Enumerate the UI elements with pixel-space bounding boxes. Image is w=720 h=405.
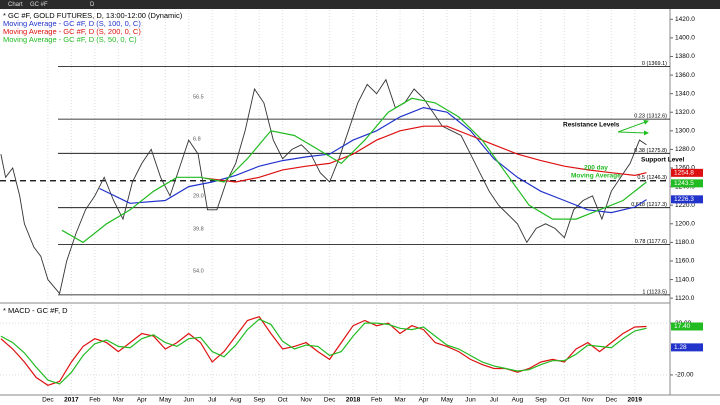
- y-tick-label: 1200.0: [675, 221, 695, 228]
- y-tick-label: 1360.0: [675, 72, 695, 79]
- side-label: 29.0: [193, 193, 204, 199]
- series-line: [205, 125, 647, 183]
- series-line: [0, 78, 647, 295]
- badge-label: 1243.5: [674, 180, 694, 187]
- x-tick-label: Apr: [137, 397, 148, 404]
- x-tick-label: Aug: [230, 397, 242, 404]
- y-tick-label: 1420.0: [675, 16, 695, 23]
- x-tick-label: Aug: [512, 397, 524, 404]
- legend-entry: Moving Average - GC #F, D (S, 50, 0, C): [3, 35, 137, 44]
- toolbar-item[interactable]: GC #F: [30, 2, 48, 8]
- price-badge: [671, 179, 703, 188]
- arrow: [617, 120, 649, 133]
- x-tick-label: May: [441, 397, 454, 404]
- badge-label: 17.40: [674, 323, 691, 330]
- panel-title: * MACD - GC #F, D: [3, 306, 68, 315]
- toolbar-item[interactable]: Chart: [8, 2, 23, 8]
- y-tick-label: 1300.0: [675, 128, 695, 135]
- y-tick-label: -20.00: [675, 372, 694, 379]
- y-tick-label: 1160.0: [675, 258, 695, 265]
- y-tick-label: 1320.0: [675, 109, 695, 116]
- badge-label: 1.28: [674, 344, 687, 351]
- x-tick-label: Oct: [559, 397, 569, 404]
- badge-label: 1254.8: [674, 170, 694, 177]
- x-tick-label: Mar: [394, 397, 406, 404]
- toolbar-item[interactable]: D: [90, 2, 95, 8]
- y-tick-label: 1180.0: [675, 239, 695, 246]
- x-tick-label: 2019: [628, 397, 643, 404]
- panel-title: * GC #F, GOLD FUTURES, D, 13:00-12:00 (D…: [3, 11, 183, 20]
- side-label: 56.5: [193, 94, 204, 100]
- x-tick-label: Sep: [535, 397, 547, 404]
- y-tick-label: 1120.0: [675, 295, 695, 302]
- y-tick-label: 1400.0: [675, 35, 695, 42]
- y-tick-label: 1220.0: [675, 202, 695, 209]
- side-label: 39.8: [193, 226, 204, 232]
- price-badge: [671, 168, 703, 177]
- price-badge: [671, 343, 703, 352]
- legend-entry: Moving Average - GC #F, D (S, 100, 0, C): [3, 19, 141, 28]
- x-tick-label: Jul: [208, 397, 217, 404]
- x-tick-label: Jun: [465, 397, 476, 404]
- y-tick-label: 1340.0: [675, 90, 695, 97]
- x-tick-label: Sep: [253, 397, 265, 404]
- legend-entry: Moving Average - GC #F, D (S, 200, 0, C): [3, 27, 141, 36]
- price-badge: [671, 322, 703, 331]
- x-tick-label: Feb: [89, 397, 101, 404]
- x-tick-label: Dec: [42, 397, 54, 404]
- x-tick-label: Apr: [418, 397, 429, 404]
- x-tick-label: Feb: [371, 397, 383, 404]
- x-tick-label: May: [159, 397, 172, 404]
- annotation: Resistance Levels: [563, 122, 620, 129]
- x-tick-label: Nov: [300, 397, 312, 404]
- level-label: 0.618 (1217.3): [631, 202, 667, 208]
- annotation: Support Level: [641, 157, 685, 164]
- x-tick-label: Oct: [278, 397, 288, 404]
- x-tick-label: Dec: [606, 397, 618, 404]
- level-label: 0.23 (1312.6): [634, 114, 667, 120]
- x-tick-label: Mar: [113, 397, 125, 404]
- price-badge: [671, 195, 703, 204]
- series-line: [0, 318, 647, 385]
- annotation: Moving Average: [571, 173, 621, 180]
- level-label: 1 (1123.5): [642, 289, 667, 295]
- arrow: [617, 130, 649, 136]
- y-tick-label: 1140.0: [675, 276, 695, 283]
- x-tick-label: Jul: [490, 397, 499, 404]
- y-tick-label: 1280.0: [675, 146, 695, 153]
- toolbar: [0, 0, 720, 9]
- x-tick-label: Dec: [324, 397, 336, 404]
- series-line: [99, 106, 647, 214]
- level-label: 0.38 (1275.8): [634, 148, 667, 154]
- series-line: [61, 97, 647, 244]
- level-label: 0.78 (1177.6): [635, 239, 667, 245]
- level-label: 0.5 (1246.3): [637, 175, 667, 181]
- y-tick-label: 1380.0: [675, 53, 695, 60]
- x-tick-label: Nov: [582, 397, 594, 404]
- series-line: [0, 315, 647, 386]
- x-tick-label: 2017: [64, 397, 79, 404]
- annotation: 200 day: [584, 165, 608, 172]
- x-tick-label: 2018: [346, 397, 361, 404]
- level-label: 0 (1369.1): [642, 61, 667, 67]
- side-label: 6.8: [193, 136, 201, 142]
- badge-label: 1226.3: [674, 196, 694, 203]
- x-tick-label: Jun: [184, 397, 195, 404]
- side-label: 54.0: [193, 268, 204, 274]
- y-tick-label: 1260.0: [675, 165, 695, 172]
